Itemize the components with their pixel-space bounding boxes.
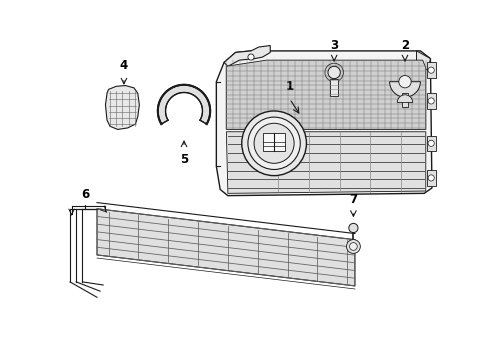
Polygon shape [224,45,270,66]
Text: 4: 4 [120,59,128,72]
Text: 2: 2 [400,40,408,53]
Circle shape [327,66,340,78]
Wedge shape [389,82,420,97]
Wedge shape [396,95,412,103]
Circle shape [346,239,360,253]
Text: 3: 3 [329,40,338,53]
Polygon shape [158,85,210,124]
Circle shape [349,243,357,250]
Circle shape [348,223,357,233]
Text: 7: 7 [348,193,357,206]
Circle shape [427,175,433,181]
Circle shape [427,98,433,104]
FancyBboxPatch shape [426,170,435,186]
Text: 6: 6 [81,188,89,201]
Text: 1: 1 [285,80,293,93]
Circle shape [427,140,433,147]
Polygon shape [416,51,429,70]
Polygon shape [97,209,354,286]
Circle shape [247,54,254,60]
FancyBboxPatch shape [329,78,337,95]
Circle shape [241,111,306,176]
Polygon shape [226,132,425,193]
Polygon shape [226,60,425,130]
FancyBboxPatch shape [263,132,285,151]
Circle shape [254,123,293,163]
FancyBboxPatch shape [426,93,435,109]
Circle shape [247,117,300,170]
Circle shape [427,67,433,73]
Circle shape [398,76,410,88]
Text: 5: 5 [180,153,188,166]
FancyBboxPatch shape [426,136,435,151]
FancyBboxPatch shape [401,93,407,107]
Polygon shape [105,86,139,130]
FancyBboxPatch shape [426,62,435,78]
Polygon shape [216,51,431,195]
